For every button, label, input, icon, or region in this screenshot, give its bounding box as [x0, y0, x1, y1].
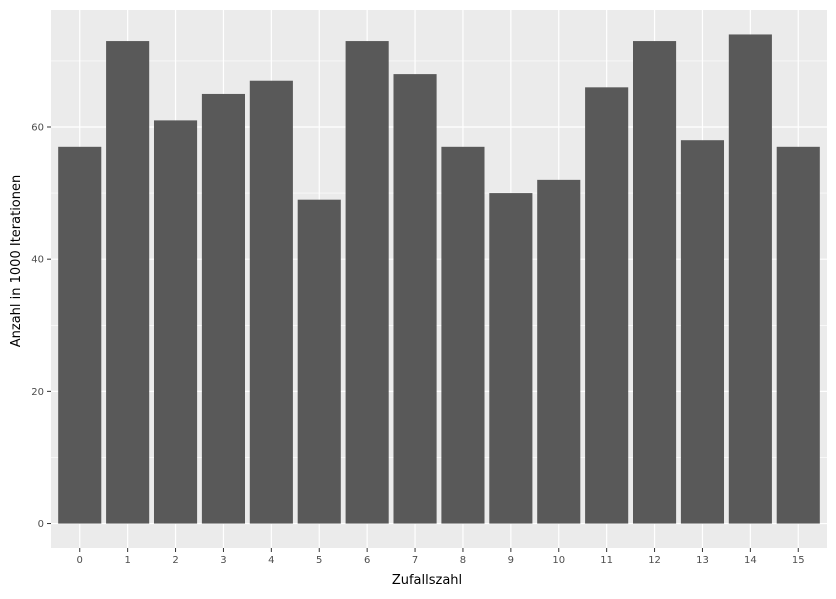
- x-tick-label: 0: [77, 555, 83, 566]
- bar-0: [58, 146, 102, 524]
- x-tick-label: 9: [508, 555, 514, 566]
- x-tick-label: 5: [316, 555, 322, 566]
- x-tick-label: 6: [364, 555, 370, 566]
- bar-12: [633, 41, 677, 524]
- y-axis-title: Anzahl in 1000 Iterationen: [9, 175, 24, 348]
- x-axis-ticks: 0 1 2 3 4 5 6 7 8 9 10 11 12 13 14 15: [77, 548, 805, 566]
- bar-8: [441, 146, 485, 524]
- bar-1: [106, 41, 150, 524]
- y-axis-ticks: 0 20 40 60: [31, 122, 51, 530]
- bars: [58, 34, 820, 524]
- bar-7: [393, 74, 437, 524]
- x-tick-label: 7: [412, 555, 418, 566]
- x-tick-label: 11: [600, 555, 613, 566]
- x-tick-label: 3: [220, 555, 226, 566]
- bar-6: [345, 41, 389, 524]
- x-tick-label: 4: [268, 555, 274, 566]
- x-tick-label: 13: [696, 555, 709, 566]
- bar-2: [153, 120, 198, 524]
- bar-5: [297, 199, 341, 524]
- bar-11: [585, 87, 629, 524]
- y-tick-label: 0: [38, 519, 44, 530]
- bar-10: [537, 179, 581, 524]
- x-tick-label: 8: [460, 555, 466, 566]
- x-tick-label: 14: [744, 555, 757, 566]
- bar-3: [201, 93, 245, 524]
- x-tick-label: 2: [172, 555, 178, 566]
- y-tick-label: 60: [31, 122, 44, 133]
- y-tick-label: 20: [31, 387, 44, 398]
- bar-14: [728, 34, 772, 524]
- x-tick-label: 10: [552, 555, 565, 566]
- bar-13: [680, 140, 725, 524]
- bar-15: [776, 146, 820, 524]
- bar-9: [489, 193, 533, 524]
- bar-4: [249, 80, 293, 524]
- x-tick-label: 15: [792, 555, 805, 566]
- y-tick-label: 40: [31, 255, 44, 266]
- x-tick-label: 1: [124, 555, 130, 566]
- x-axis-title: Zufallszahl: [392, 573, 462, 588]
- x-tick-label: 12: [648, 555, 661, 566]
